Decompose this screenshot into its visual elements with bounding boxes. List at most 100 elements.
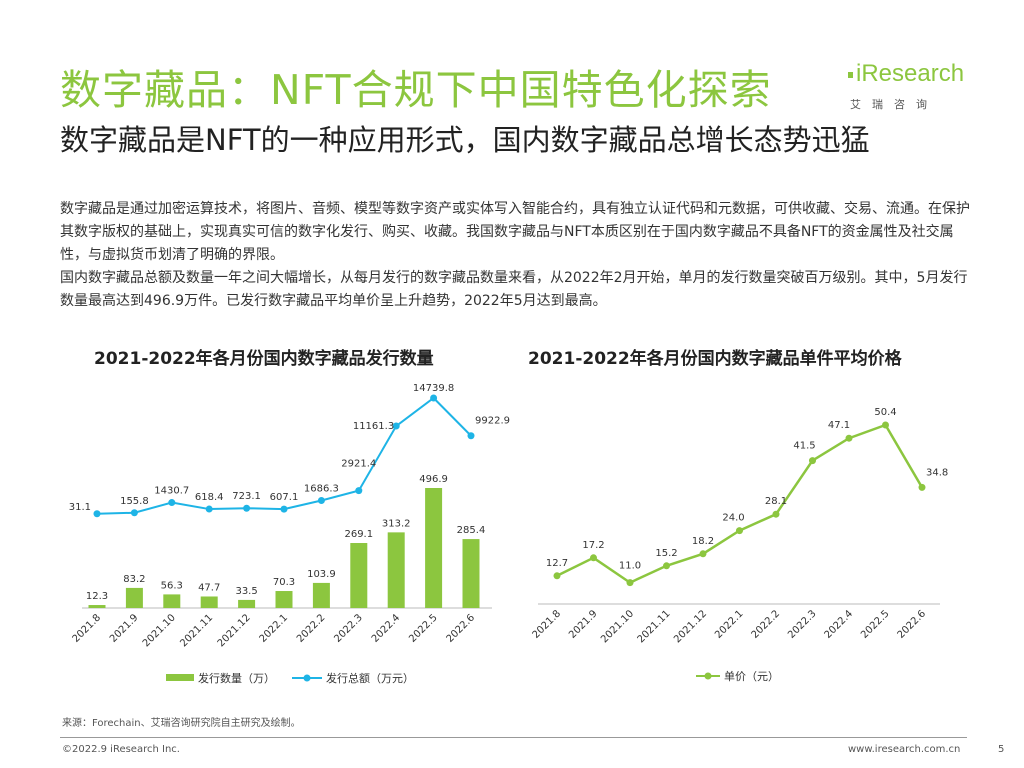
bar-issuance-count [275,591,293,608]
bar-data-label: 496.9 [419,474,448,485]
line-data-label: 1686.3 [304,484,339,495]
line-data-label: 28.1 [765,496,787,507]
body-paragraph: 国内数字藏品总额及数量一年之间大幅增长，从每月发行的数字藏品数量来看，从2022… [60,270,968,309]
x-tick-label: 2021.9 [567,608,600,641]
page-subtitle: 数字藏品是NFT的一种应用形式，国内数字藏品总增长态势迅猛 [60,123,870,157]
line-data-label: 11161.3 [353,421,394,432]
line-point-unit-price [882,421,889,429]
page-title: 数字藏品：NFT合规下中国特色化探索 [60,66,772,114]
body-text: 数字藏品是通过加密运算技术，将图片、音频、模型等数字资产或实体写入智能合约，具有… [60,198,975,313]
x-tick-label: 2021.8 [71,612,104,645]
x-tick-label: 2022.1 [258,612,291,645]
x-tick-label: 2022.3 [332,612,365,645]
line-point-unit-price [772,510,780,518]
issuance-combo-chart: 12.3 83.2 56.3 47.7 33.5 70.3 103.9 269.1 313.2 4… [69,383,510,685]
line-data-label: 14739.8 [413,383,454,394]
bar-data-label: 285.4 [457,525,486,536]
line-data-label: 34.8 [926,467,948,478]
line-data-label: 1430.7 [154,486,189,497]
legend-label-bar: 发行数量（万） [198,671,275,685]
x-tick-label: 2022.6 [445,612,478,645]
bar-data-label: 269.1 [344,529,373,540]
line-point-issuance-total [392,422,400,430]
body-paragraph: 数字藏品是通过加密运算技术，将图片、音频、模型等数字资产或实体写入智能合约，具有… [60,201,970,263]
bar-issuance-count [312,582,330,608]
line-data-label: 15.2 [655,548,677,559]
bar-issuance-count [387,532,405,608]
line-point-unit-price [663,562,670,570]
x-tick-label: 2022.5 [859,608,892,641]
bar-data-label: 33.5 [235,586,257,597]
line-point-issuance-total [467,432,475,440]
footer-copyright: ©2022.9 iResearch Inc. [62,744,180,755]
line-point-issuance-total [355,487,363,495]
footer-website[interactable]: www.iresearch.com.cn [848,744,961,755]
line-data-label: 31.1 [69,502,91,513]
x-tick-label: 2022.3 [786,608,819,641]
line-point-issuance-total [168,499,176,507]
bar-data-label: 83.2 [123,574,145,585]
line-point-unit-price [736,527,743,535]
bar-issuance-count [125,587,143,608]
chart1-title: 2021-2022年各月份国内数字藏品发行数量 [94,349,434,369]
legend-label-unit-price: 单价（元） [724,670,779,683]
footer-divider [60,737,967,738]
line-point-unit-price [845,434,853,442]
x-tick-label: 2022.4 [823,608,856,641]
line-point-unit-price [699,550,707,558]
x-tick-label: 2022.2 [295,612,328,645]
x-tick-label: 2021.9 [108,612,141,645]
iresearch-logo: iResearch 艾瑞咨询 [848,56,970,116]
logo-subtitle: 艾瑞咨询 [850,98,938,111]
line-data-label: 50.4 [874,407,896,418]
line-point-unit-price [553,572,561,580]
line-point-issuance-total [130,509,138,517]
bar-issuance-count [462,539,480,608]
bar-data-label: 70.3 [273,577,295,588]
legend-swatch-bar [166,674,194,681]
bar-issuance-count [88,605,106,608]
line-point-unit-price [809,457,816,465]
legend-line-dot [704,672,712,680]
legend-line-dot [303,674,311,682]
bar-data-label: 313.2 [382,518,411,529]
line-data-label: 2921.4 [341,459,376,470]
source-note: 来源：Forechain、艾瑞咨询研究院自主研究及绘制。 [62,718,301,729]
line-data-label: 723.1 [232,491,261,502]
bar-issuance-count [425,488,443,608]
legend-label-line: 发行总额（万元） [326,671,414,685]
line-point-issuance-total [205,505,213,513]
bar-data-label: 47.7 [198,582,220,593]
bar-issuance-count [350,543,368,608]
x-tick-label: 2021.8 [531,608,564,641]
line-data-label: 618.4 [195,492,224,503]
x-tick-label: 2022.5 [407,612,440,645]
logo-name: iResearch [856,60,965,87]
x-tick-label: 2022.4 [370,612,403,645]
line-unit-price [556,423,924,585]
x-tick-label: 2022.6 [896,608,929,641]
bar-data-label: 12.3 [86,591,108,602]
x-tick-label: 2021.11 [636,608,673,645]
unit-price-line-chart: 12.7 17.2 11.0 15.2 18.2 24.0 28.1 41.5 47.1 50.4… [531,407,949,683]
bar-data-label: 103.9 [307,569,336,580]
line-data-label: 24.0 [722,513,744,524]
page-number: 5 [998,744,1005,755]
line-data-label: 41.5 [793,441,815,452]
line-point-unit-price [590,554,597,562]
line-point-issuance-total [280,505,288,513]
x-tick-label: 2022.2 [750,608,783,641]
x-tick-label: 2021.12 [216,612,253,649]
line-point-issuance-total [93,510,101,518]
x-tick-label: 2021.10 [141,612,178,649]
line-data-label: 17.2 [582,540,604,551]
x-tick-label: 2021.10 [599,608,636,645]
chart2-title: 2021-2022年各月份国内数字藏品单件平均价格 [528,349,902,369]
line-data-label: 11.0 [619,561,641,572]
line-point-issuance-total [317,497,325,505]
line-data-label: 18.2 [692,536,714,547]
bar-issuance-count [238,599,256,608]
line-point-unit-price [626,579,634,587]
line-point-issuance-total [243,504,251,512]
x-tick-label: 2021.12 [672,608,709,645]
